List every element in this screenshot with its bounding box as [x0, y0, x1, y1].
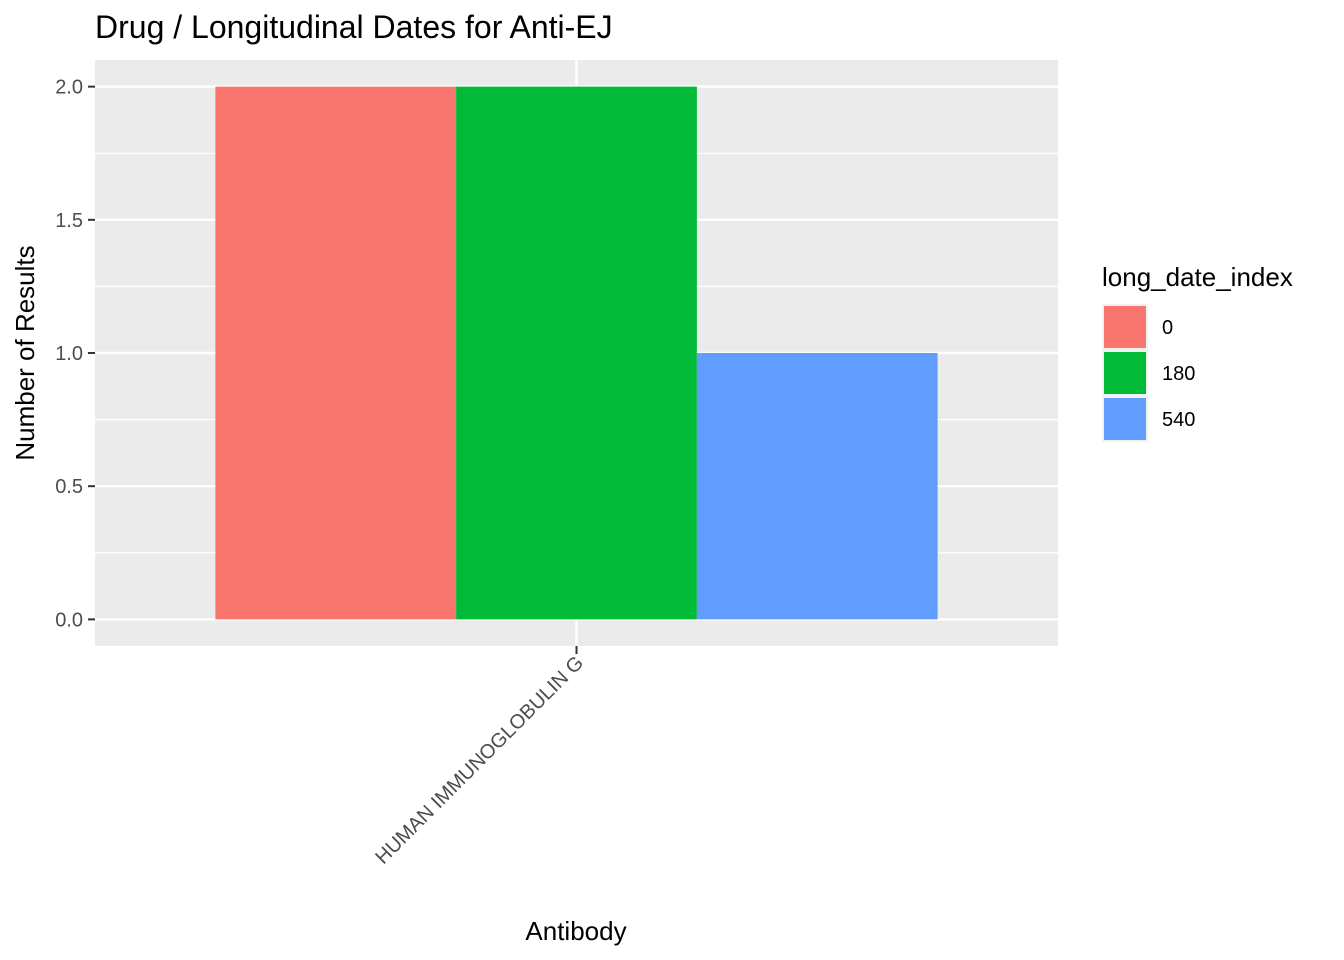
- legend-title: long_date_index: [1102, 262, 1293, 292]
- legend-label: 540: [1162, 409, 1195, 431]
- legend-label: 0: [1162, 317, 1173, 339]
- y-tick-label: 2.0: [55, 77, 83, 99]
- y-axis: 0.0 0.5 1.0 1.5 2.0: [55, 77, 95, 631]
- y-tick-label: 0.0: [55, 609, 83, 631]
- legend-swatch-0: [1104, 306, 1146, 348]
- legend-label: 180: [1162, 363, 1195, 385]
- bar-540: [696, 353, 938, 620]
- legend: long_date_index 0 180 540: [1102, 262, 1293, 442]
- bar-180: [456, 86, 697, 620]
- x-tick-label: HUMAN IMMUNOGLOBULIN G: [371, 652, 588, 869]
- legend-swatch-540: [1104, 398, 1146, 440]
- bars: [215, 86, 938, 620]
- bar-0: [215, 86, 457, 620]
- x-axis-title: Antibody: [525, 916, 626, 946]
- chart-title: Drug / Longitudinal Dates for Anti-EJ: [95, 9, 613, 45]
- x-axis: HUMAN IMMUNOGLOBULIN G: [371, 646, 588, 869]
- y-tick-label: 1.5: [55, 210, 83, 232]
- y-tick-label: 1.0: [55, 343, 83, 365]
- y-tick-label: 0.5: [55, 476, 83, 498]
- y-axis-title: Number of Results: [10, 245, 40, 460]
- legend-swatch-180: [1104, 352, 1146, 394]
